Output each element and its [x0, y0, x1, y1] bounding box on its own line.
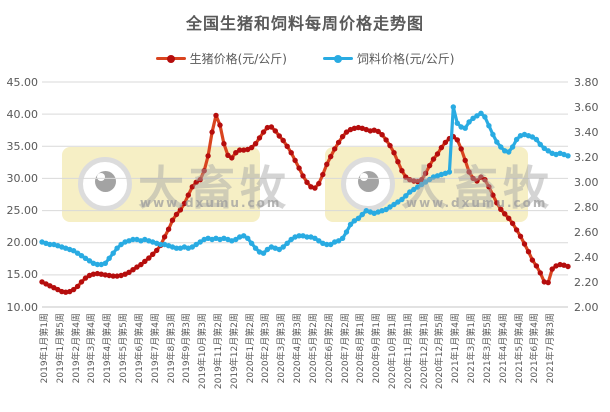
x-axis-label: 2020年12月第1周: [419, 313, 430, 390]
x-axis-label: 2020年4月第3周: [293, 313, 304, 384]
watermark-url: www.dxumu.com: [140, 196, 282, 210]
legend: 生猪价格(元/公斤) 饲料价格(元/公斤): [0, 50, 610, 67]
watermark-eye-icon: [78, 157, 132, 211]
feed-price-legend-label: 饲料价格(元/公斤): [357, 52, 455, 66]
watermark-brand: 大畜牧: [401, 161, 554, 215]
y-axis-tick-label: 35.00: [6, 139, 39, 153]
y-axis-tick-label: 45.00: [6, 75, 39, 89]
pig-price-legend-marker: [155, 54, 186, 63]
x-axis-label: 2020年11月第1周: [403, 313, 414, 390]
pig-price-legend-label: 生猪价格(元/公斤): [189, 52, 287, 66]
x-axis-label: 2020年12月第5周: [435, 313, 446, 390]
x-axis-label: 2019年1月第1周: [40, 313, 50, 384]
y-axis-tick-label: 3.40: [574, 125, 599, 139]
x-axis-label: 2019年11月第2周: [214, 313, 224, 390]
x-axis-label: 2019年12月第2周: [229, 313, 240, 390]
y-axis-tick-label: 2.40: [574, 250, 599, 264]
x-axis-label: 2019年9月第3周: [182, 313, 193, 384]
y-axis-tick-label: 20.00: [6, 236, 39, 250]
x-axis-label: 2020年5月第2周: [308, 313, 319, 384]
x-axis-label: 2020年7月第2周: [340, 313, 351, 384]
x-axis-label: 2021年4月第4周: [498, 313, 509, 384]
x-axis-label: 2019年8月第3周: [166, 313, 177, 384]
x-axis-label: 2020年2月第3周: [261, 313, 272, 384]
x-axis-label: 2020年6月第2周: [324, 313, 335, 384]
y-axis-tick-label: 3.00: [574, 175, 599, 189]
x-axis-label: 2020年10月第1周: [388, 313, 399, 390]
y-axis-tick-label: 3.60: [574, 100, 599, 114]
x-axis-label: 2020年3月第3周: [277, 313, 288, 384]
feed-price-line: [39, 104, 571, 268]
x-axis-label: 2019年6月第4周: [134, 313, 145, 384]
y-axis-tick-label: 40.00: [6, 107, 39, 121]
x-axis-label: 2021年3月第1周: [467, 313, 478, 384]
y-axis-tick-label: 30.00: [6, 171, 39, 185]
x-axis-label: 2021年3月第5周: [482, 313, 493, 384]
x-axis-label: 2019年5月第5周: [119, 313, 130, 384]
x-axis-label: 2019年7月第4周: [150, 313, 161, 384]
feed-price-legend-marker: [323, 54, 353, 63]
y-axis-tick-label: 2.00: [574, 300, 599, 314]
legend-item-feed-price: 饲料价格(元/公斤): [323, 50, 454, 67]
y-axis-tick-label: 2.60: [574, 225, 599, 239]
watermark-brand: 大畜牧: [138, 161, 291, 215]
x-axis-label: 2020年1月第2周: [245, 313, 256, 384]
x-axis-label: 2021年5月第4周: [514, 313, 525, 384]
y-axis-tick-label: 2.80: [574, 200, 599, 214]
y-axis-tick-label: 10.00: [6, 300, 39, 314]
x-axis-label: 2021年6月第4周: [530, 313, 541, 384]
y-axis-tick-label: 3.80: [574, 75, 599, 89]
x-axis-label: 2019年10月第3周: [198, 313, 209, 390]
y-axis-tick-label: 2.20: [574, 275, 599, 289]
y-axis-tick-label: 25.00: [6, 204, 39, 218]
page-title: 全国生猪和饲料每周价格走势图: [185, 14, 424, 33]
x-axis-label: 2021年1月第4周: [451, 313, 462, 384]
y-axis-tick-label: 15.00: [6, 268, 39, 282]
x-axis-label: 2019年3月第4周: [87, 313, 98, 384]
watermark-url: www.dxumu.com: [406, 196, 548, 210]
x-axis-label: 2020年8月第1周: [356, 313, 367, 384]
x-axis-label: 2020年9月第1周: [372, 313, 383, 384]
x-axis-label: 2019年4月第4周: [103, 313, 114, 384]
pig-price-line: [39, 112, 571, 295]
x-axis-label: 2021年7月第3周: [546, 313, 557, 384]
watermark-eye-icon: [341, 157, 395, 211]
x-axis-label: 2019年1月第5周: [55, 313, 66, 384]
y-axis-tick-label: 3.20: [574, 150, 599, 164]
x-axis-label: 2019年2月第4周: [71, 313, 82, 384]
legend-item-pig-price: 生猪价格(元/公斤): [155, 50, 287, 67]
